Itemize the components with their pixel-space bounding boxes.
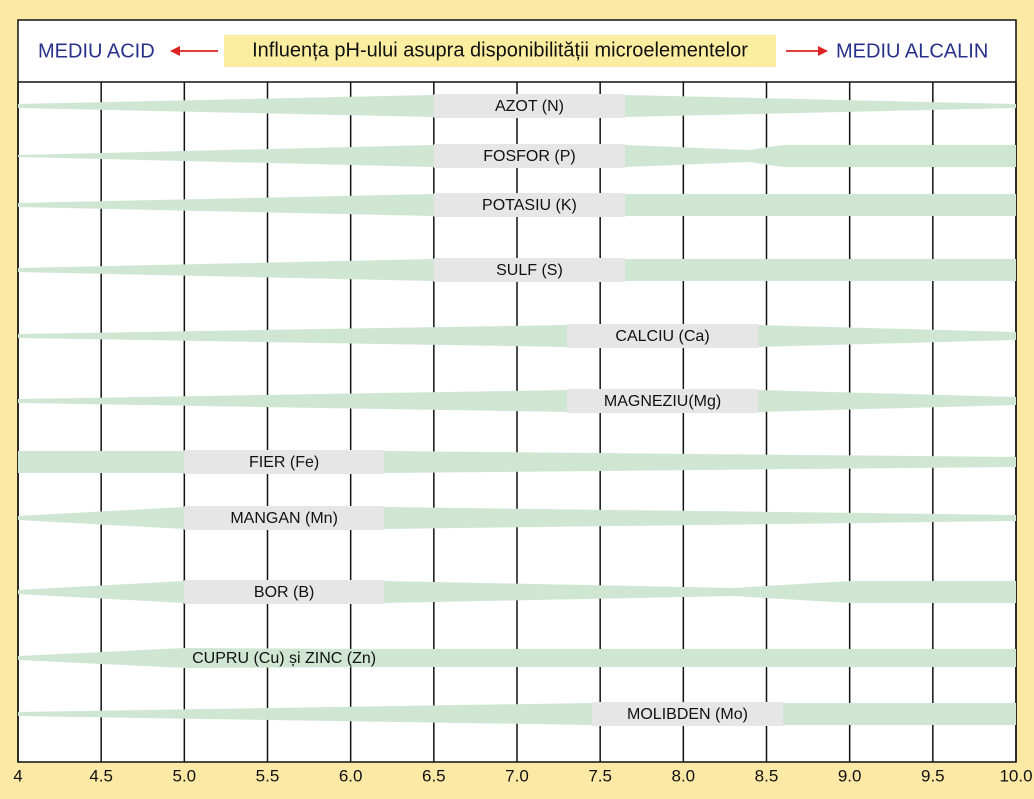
- x-tick-label: 4.5: [89, 766, 113, 785]
- availability-band: [18, 390, 1016, 412]
- nutrient-label: POTASIU (K): [482, 197, 577, 214]
- nutrient-label: FOSFOR (P): [483, 148, 575, 165]
- availability-band: [18, 325, 1016, 347]
- nutrient-label: AZOT (N): [495, 98, 564, 115]
- availability-band: [18, 648, 1016, 668]
- nutrient-label: BOR (B): [254, 584, 314, 601]
- title: Influența pH-ului asupra disponibilități…: [252, 39, 748, 61]
- label-box: [184, 506, 384, 530]
- x-tick-label: 9.5: [921, 766, 945, 785]
- label-box: [566, 389, 759, 413]
- nutrient-label: MOLIBDEN (Mo): [627, 706, 748, 723]
- x-tick-label: 8.0: [672, 766, 696, 785]
- x-tick-label: 4: [13, 766, 22, 785]
- label-box: [566, 324, 759, 348]
- label-box: [591, 702, 784, 726]
- arrow-right-head: [818, 46, 828, 56]
- nutrient-label: CALCIU (Ca): [615, 328, 709, 345]
- x-tick-label: 6.5: [422, 766, 446, 785]
- x-tick-label: 8.5: [755, 766, 779, 785]
- label-box: [433, 258, 626, 282]
- x-tick-label: 5.5: [256, 766, 280, 785]
- x-tick-label: 5.0: [173, 766, 197, 785]
- nutrient-label: MAGNEZIU(Mg): [604, 393, 721, 410]
- title-highlight: [224, 35, 776, 67]
- label-box: [433, 94, 626, 118]
- acid-label: MEDIU ACID: [38, 40, 155, 62]
- x-tick-label: 7.5: [588, 766, 612, 785]
- arrow-left-head: [170, 46, 180, 56]
- nutrient-label: FIER (Fe): [249, 454, 319, 471]
- label-box: [433, 144, 626, 168]
- x-tick-label: 9.0: [838, 766, 862, 785]
- label-box: [433, 193, 626, 217]
- nutrient-label: SULF (S): [496, 262, 563, 279]
- nutrient-label: MANGAN (Mn): [230, 510, 338, 527]
- nutrient-label: CUPRU (Cu) și ZINC (Zn): [192, 650, 376, 667]
- alkaline-label: MEDIU ALCALIN: [836, 40, 988, 62]
- availability-band: [18, 581, 1016, 603]
- label-box: [184, 450, 384, 474]
- label-box: [184, 580, 384, 604]
- x-tick-label: 7.0: [505, 766, 529, 785]
- x-tick-label: 6.0: [339, 766, 363, 785]
- x-tick-label: 10.0: [999, 766, 1032, 785]
